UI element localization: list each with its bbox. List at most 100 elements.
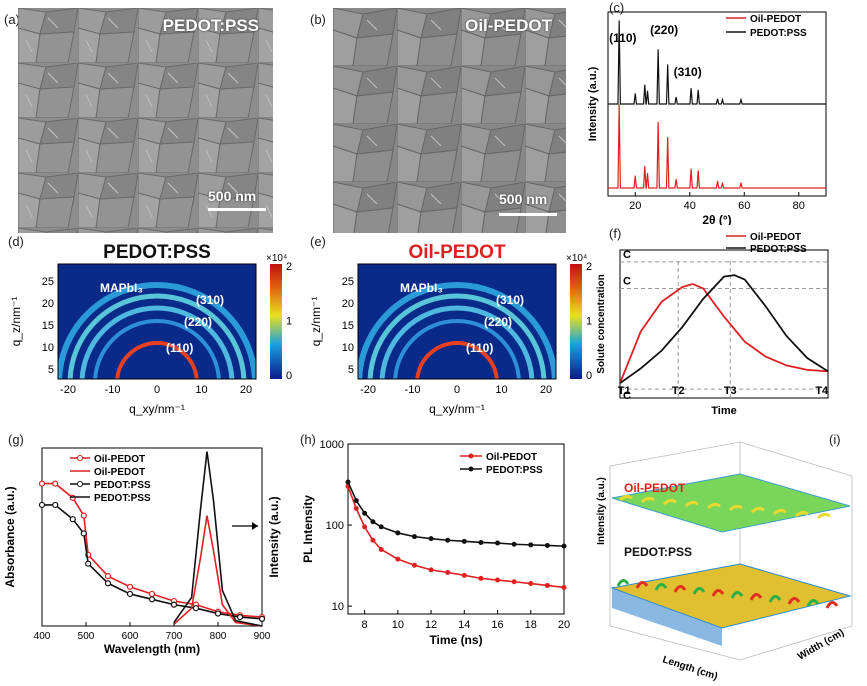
decay-marker [561, 543, 567, 549]
spectrum-marker [104, 580, 112, 587]
surface-texture [635, 581, 649, 589]
decay-marker [378, 524, 384, 530]
sem-texture-b [333, 8, 566, 233]
xrd-chart: 20 40 60 80 2θ (°) Intensity (a.u.) (110) (220)… [587, 11, 827, 225]
decay-marker [445, 570, 451, 576]
decay-marker [362, 510, 368, 516]
time-label: T1 [618, 385, 631, 397]
surface-texture [654, 583, 668, 591]
x-tick-label: 500 [78, 631, 95, 642]
sem-image-pedotpss: PEDOT:PSS 500 nm [18, 8, 273, 233]
giwaxs-chart-oilpedot: Oil-PEDOT-20 -10 0 10 20510152025q_xy/nm⁻¹q_… [309, 242, 592, 416]
surface-texture [772, 508, 787, 516]
panel-label-h: (h) [300, 432, 316, 447]
decay-marker [378, 546, 384, 552]
x-axis-label: Wavelength (nm) [104, 642, 200, 656]
sem-texture-a [18, 8, 273, 233]
diffraction-ring [367, 293, 547, 379]
decay-marker [528, 581, 534, 587]
diffraction-ring [415, 341, 499, 379]
surface-texture [728, 504, 743, 512]
surface-texture [711, 589, 725, 597]
decay-marker [461, 572, 467, 578]
surface-texture [794, 510, 809, 518]
colorbar [270, 264, 282, 379]
surface-oilpedot [611, 473, 851, 533]
decay-marker [411, 534, 417, 540]
spectrum-line [173, 515, 263, 627]
y-axis-label: Intensity (a.u.) [587, 66, 599, 141]
peak-annotation: (220) [650, 23, 678, 37]
diffraction-ring [93, 319, 221, 379]
y-tick-label: 10 [332, 601, 344, 613]
spectrum-line [173, 451, 263, 627]
trpl-chart: 8 10 12 14 16 18 20 1000 100 10 Time (ns) PL Intens… [301, 439, 570, 647]
plot-frame [619, 249, 829, 399]
surface-label-pedotpss: PEDOT:PSS [624, 545, 692, 559]
arrow-head [252, 522, 258, 530]
legend-label: Oil-PEDOT [94, 454, 145, 465]
decay-marker [428, 567, 434, 573]
ring-annotation: (310) [196, 293, 224, 307]
surface-texture [640, 496, 655, 504]
x-tick-label: 16 [491, 619, 503, 631]
x-axis-label: Time (ns) [429, 633, 482, 647]
x-tick-label: -20 [60, 384, 76, 396]
decay-marker [478, 575, 484, 581]
surface-texture [706, 502, 721, 510]
ring-annotation: (220) [484, 315, 512, 329]
sem-title-a: PEDOT:PSS [162, 16, 259, 35]
decay-marker [528, 542, 534, 548]
legend-label: Oil-PEDOT [94, 467, 145, 478]
x-tick-label: 18 [525, 619, 537, 631]
x-tick-label: 20 [558, 619, 570, 631]
colorbar-tick-label: 0 [586, 370, 592, 382]
decay-marker [353, 498, 359, 504]
panel-label-b: (b) [310, 12, 326, 27]
decay-marker [511, 541, 517, 547]
legend-label: PEDOT:PSS [94, 480, 151, 491]
x-tick-label: 800 [210, 631, 227, 642]
y-axis-label: Width (cm) [796, 627, 846, 662]
colorbar-tick-label: 2 [586, 261, 592, 273]
spectrum-marker [80, 530, 87, 537]
decay-marker [395, 556, 401, 562]
scale-bar-b [499, 213, 557, 216]
decay-marker [411, 562, 417, 568]
y2-axis-label: Intensity (a.u.) [267, 496, 281, 577]
decay-marker [495, 540, 501, 546]
concentration-curve [619, 283, 829, 384]
diffraction-ring [79, 305, 235, 379]
plot-frame [41, 447, 263, 627]
surface-side [612, 588, 722, 646]
decay-marker [495, 577, 501, 583]
colorbar-tick-label: 2 [286, 261, 292, 273]
spectrum-marker [38, 480, 46, 487]
spectrum-marker [126, 583, 134, 590]
colorbar-tick-label: 1 [286, 316, 292, 328]
heatmap-title: Oil-PEDOT [408, 242, 506, 263]
diffraction-ring [58, 282, 256, 379]
peak-annotation: (110) [609, 31, 636, 45]
decay-marker [370, 519, 376, 525]
heatmap-title: PEDOT:PSS [103, 242, 211, 263]
xrd-series-line [608, 104, 826, 189]
x-tick-label: 60 [738, 200, 750, 212]
x-axis-label: Length (cm) [661, 654, 719, 682]
y-tick-label: 5 [48, 364, 54, 376]
surface-texture [749, 593, 763, 601]
x-tick-label: 400 [34, 631, 51, 642]
decay-marker [345, 479, 351, 485]
x-tick-label: 8 [362, 619, 368, 631]
legend-marker [468, 466, 474, 472]
surface-texture [768, 595, 782, 603]
legend-marker [77, 481, 83, 487]
scale-bar-a [208, 208, 266, 211]
x-tick-label: 20 [629, 200, 641, 212]
spectrum-marker [52, 501, 59, 509]
spectrum-marker [69, 494, 76, 501]
level-label: C [623, 390, 631, 402]
heatmap-frame [357, 263, 557, 380]
z-axis-label: Intensity (a.u.) [596, 477, 607, 545]
